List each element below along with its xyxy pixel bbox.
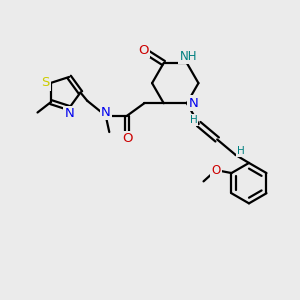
Text: N: N — [64, 107, 74, 120]
Text: O: O — [212, 164, 220, 177]
Text: O: O — [122, 132, 132, 145]
Text: H: H — [190, 116, 197, 125]
Text: NH: NH — [180, 50, 197, 63]
Text: N: N — [188, 97, 198, 110]
Text: S: S — [41, 76, 50, 89]
Text: O: O — [139, 44, 149, 57]
Text: H: H — [237, 146, 245, 156]
Text: N: N — [101, 106, 111, 118]
